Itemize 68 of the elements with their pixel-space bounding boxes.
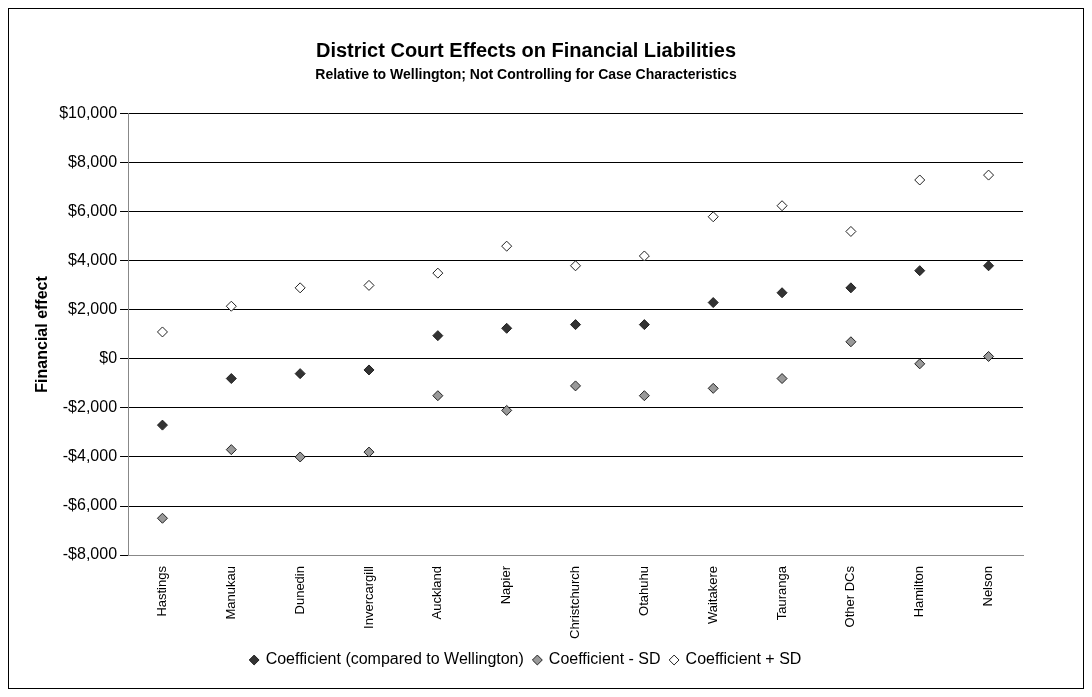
- point: [776, 287, 788, 299]
- point: [638, 390, 650, 402]
- point: [225, 444, 237, 456]
- point: [776, 373, 788, 385]
- point: [156, 419, 168, 431]
- point: [638, 250, 650, 262]
- point: [225, 300, 237, 312]
- point: [914, 358, 926, 370]
- y-tick-label: -$8,000: [62, 545, 118, 563]
- point: [707, 297, 719, 309]
- y-tick-label: $0: [99, 349, 118, 367]
- y-tick-label: -$4,000: [62, 447, 118, 465]
- x-tick-label: Dunedin: [291, 566, 307, 615]
- x-tick-label: Hamilton: [911, 566, 927, 618]
- point: [432, 267, 444, 279]
- point: [707, 382, 719, 394]
- y-tick-label: -$2,000: [62, 398, 118, 416]
- x-tick-label: Nelson: [980, 566, 996, 607]
- y-tick-label: $8,000: [68, 153, 118, 171]
- point: [638, 319, 650, 331]
- y-tick-label: $10,000: [59, 104, 118, 122]
- x-tick-label: Manukau: [222, 566, 238, 620]
- point: [914, 265, 926, 277]
- point: [845, 225, 857, 237]
- point: [501, 322, 513, 334]
- x-tick-label: Invercargill: [360, 565, 376, 629]
- point: [363, 364, 375, 376]
- point: [501, 240, 513, 252]
- x-tick-label: Tauranga: [773, 565, 789, 621]
- point: [570, 319, 582, 331]
- point: [432, 390, 444, 402]
- point: [776, 200, 788, 212]
- y-tick-label: $6,000: [68, 202, 118, 220]
- y-axis-title: Financial effect: [33, 275, 51, 393]
- x-tick-label: Other DCs: [842, 565, 858, 628]
- point: [225, 373, 237, 385]
- point: [363, 279, 375, 291]
- x-tick-label: Hastings: [154, 565, 170, 617]
- point: [501, 404, 513, 416]
- point: [983, 350, 995, 362]
- y-tick-label: -$6,000: [62, 496, 118, 514]
- point: [294, 451, 306, 463]
- point: [845, 336, 857, 348]
- x-tick-label: Waitakere: [704, 566, 720, 625]
- x-tick-label: Otahuhu: [635, 566, 651, 616]
- legend-label: Coefficient + SD: [685, 650, 802, 668]
- chart-subtitle: Relative to Wellington; Not Controlling for Case Characteristics: [315, 66, 737, 83]
- point: [363, 446, 375, 458]
- point: [294, 368, 306, 380]
- point: [432, 330, 444, 342]
- y-tick-label: $2,000: [68, 300, 118, 318]
- y-tick-label: $4,000: [68, 251, 118, 269]
- legend-label: Coefficient - SD: [548, 650, 661, 668]
- x-tick-label: Napier: [498, 565, 514, 605]
- point: [156, 326, 168, 338]
- point: [294, 282, 306, 294]
- point: [570, 380, 582, 392]
- x-tick-label: Auckland: [429, 566, 445, 620]
- point: [914, 174, 926, 186]
- chart-title: District Court Effects on Financial Liabilities: [315, 38, 737, 61]
- legend-label: Coefficient (compared to Wellington): [265, 650, 524, 668]
- point: [845, 282, 857, 294]
- point: [570, 260, 582, 272]
- point: [707, 211, 719, 223]
- point: [156, 512, 168, 524]
- point: [983, 260, 995, 272]
- x-tick-label: Christchurch: [567, 566, 583, 639]
- point: [983, 169, 995, 181]
